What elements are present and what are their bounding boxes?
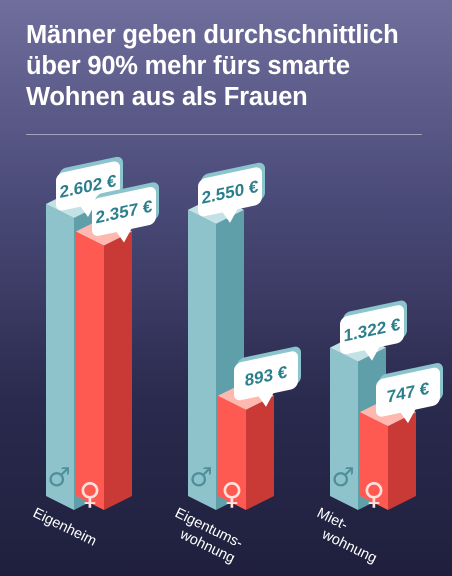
bar-male-eigentumswohnung-front [188, 209, 216, 510]
chart-title: Männer geben durchschnittlich über 90% m… [26, 20, 436, 113]
bubble-male-mietwohnung: 1.322 € [340, 300, 407, 361]
bubble-male-mietwohnung-body [340, 305, 404, 355]
female-symbol-eigenheim: ♀ [79, 477, 101, 512]
bubble-male-eigentumswohnung-tail [222, 208, 238, 223]
male-symbol-mietwohnung: ♂ [331, 463, 354, 493]
bubble-female-mietwohnung-body [376, 367, 440, 417]
bar-female-mietwohnung-side [388, 412, 416, 510]
bubble-female-mietwohnung-tail [400, 408, 416, 424]
category-label-mietwohnung: Miet-wohnung [307, 505, 387, 567]
title-line-3: Wohnen aus als Frauen [26, 83, 308, 111]
bar-male-mietwohnung-front [330, 347, 358, 510]
female-symbol-eigentumswohnung: ♀ [221, 477, 243, 512]
bar-male-eigenheim-front [46, 204, 74, 510]
bubble-male-eigentumswohnung: 2.550 € [198, 162, 265, 223]
bubble-male-eigentumswohnung-body [198, 167, 262, 217]
male-symbol-eigentumswohnung: ♂ [189, 463, 212, 493]
bar-female-eigentumswohnung-side [246, 395, 274, 510]
bubble-female-eigentumswohnung: 893 € [234, 346, 301, 407]
bar-female-eigenheim-front [76, 231, 104, 510]
female-symbol-mietwohnung: ♀ [363, 477, 385, 512]
bubble-female-eigenheim-tail [116, 227, 132, 243]
bar-female-eigentumswohnung-front [218, 395, 246, 510]
bubble-male-mietwohnung-tail [364, 345, 380, 361]
bubble-female-eigentumswohnung-body [234, 351, 298, 401]
bubble-female-eigentumswohnung-tail [258, 392, 274, 407]
title-divider [26, 134, 422, 135]
title-line-2: über 90% mehr fürs smarte [26, 52, 350, 80]
bubble-female-mietwohnung: 747 € [376, 363, 443, 424]
category-label-line: wohnung [318, 526, 379, 567]
male-symbol-eigenheim: ♂ [47, 463, 70, 493]
bubble-male-eigenheim-tail [80, 202, 96, 217]
bubble-female-eigenheim-body [92, 187, 156, 236]
bar-female-eigenheim-side [104, 231, 132, 510]
title-line-1: Männer geben durchschnittlich [26, 21, 399, 49]
category-label-eigentumswohnung: Eigentums-wohnung [165, 505, 246, 567]
bar-female-mietwohnung-front [360, 412, 388, 510]
bubble-female-eigenheim: 2.357 € [92, 182, 159, 243]
